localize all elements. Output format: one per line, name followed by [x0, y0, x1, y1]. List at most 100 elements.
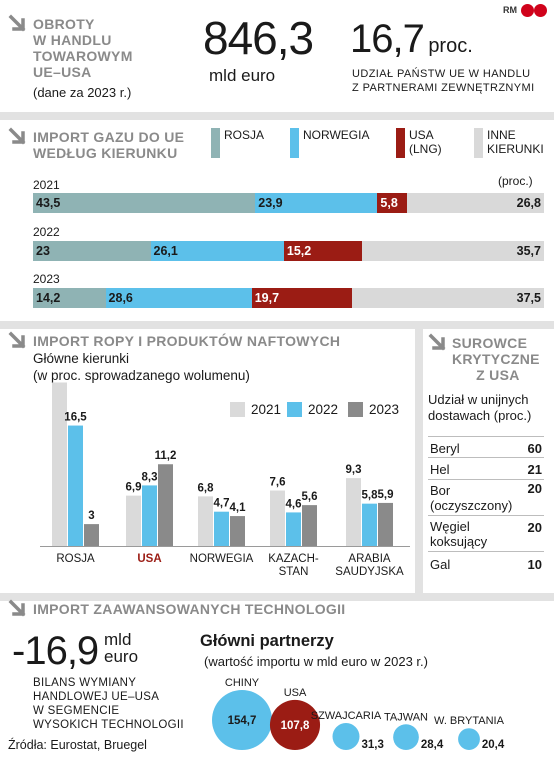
critical-title-line: KRYTYCZNE: [452, 351, 540, 367]
gas-year-label: 2022: [33, 225, 60, 239]
partners-subtitle: (wartość importu w mld euro w 2023 r.): [204, 654, 428, 669]
tech-value-unit-line: euro: [104, 647, 139, 666]
oil-bar-label: 6,8: [198, 482, 215, 494]
critical-value: 20: [527, 481, 542, 496]
critical-value: 21: [527, 462, 542, 477]
tech-caption-line: WYSOKICH TECHNOLOGII: [33, 719, 184, 731]
gas-bar-segment: [255, 193, 378, 213]
critical-row: Hel 21: [428, 458, 544, 480]
critical-value: 20: [527, 520, 542, 535]
trade-title-line: UE–USA: [33, 64, 92, 80]
critical-row: Beryl 60: [428, 436, 544, 458]
source: Źródła: Eurostat, Bruegel: [8, 738, 147, 752]
partner-name-label: TAJWAN: [384, 711, 428, 723]
oil-legend-swatch-2022: [287, 402, 302, 417]
gas-bar-label: 28,6: [108, 291, 133, 305]
gas-year-label: 2023: [33, 272, 60, 286]
oil-bar: [286, 512, 301, 546]
oil-bar-label: 11,2: [155, 450, 177, 462]
oil-bar-label: 5,8: [362, 490, 379, 502]
gas-bar-label: 23: [36, 244, 50, 258]
oil-bar-label: 5,6: [302, 491, 318, 503]
gas-bar-label: 35,7: [516, 244, 541, 258]
gas-bar-segment: [33, 241, 151, 261]
gas-year-label: 2021: [33, 178, 60, 192]
critical-name-line: Beryl: [430, 441, 460, 456]
oil-category-label: STAN: [279, 566, 309, 578]
partner-value-label: 31,3: [361, 739, 383, 751]
partner-bubble: [393, 724, 419, 750]
oil-subtitle-line: Główne kierunki: [33, 351, 130, 366]
tech-value-unit-line: mld: [104, 630, 132, 649]
separator: [0, 112, 554, 120]
gas-title-line: WEDŁUG KIERUNKU: [33, 145, 178, 161]
critical-row: Gal 10: [428, 552, 544, 576]
oil-bar-label: 5,9: [378, 489, 394, 501]
critical-value: 10: [527, 557, 542, 572]
tech-caption-line: HANDLOWEJ UE–USA: [33, 691, 160, 703]
legend-label-usa: USA (LNG): [409, 128, 442, 156]
gas-bar-label: 26,8: [516, 196, 541, 210]
trade-title-line: OBROTY: [33, 16, 95, 32]
oil-bar: [158, 464, 173, 546]
arrow-down-right-icon: [428, 333, 446, 351]
logo-cp-mark: [521, 4, 534, 17]
legend-label-line: INNE: [487, 128, 516, 142]
critical-name-line: Gal: [430, 557, 451, 572]
legend-label-rosja: ROSJA: [224, 128, 264, 142]
separator: [0, 321, 554, 329]
oil-bar-label: 9,3: [346, 464, 362, 476]
oil-bar: [302, 505, 317, 546]
oil-legend-label-2022: 2022: [308, 402, 339, 417]
critical-subtitle: Udział w unijnych dostawach (proc.): [428, 392, 531, 424]
tech-caption-line: W SEGMENCIE: [33, 705, 120, 717]
legend-swatch-inne: [474, 128, 483, 158]
oil-category-label: NORWEGIA: [190, 553, 254, 565]
gas-bar-label: 14,2: [36, 291, 61, 305]
logo-rm: RM: [503, 5, 517, 15]
tech-caption: BILANS WYMIANY HANDLOWEJ UE–USA W SEGMEN…: [33, 676, 184, 732]
critical-title-line: Z USA: [476, 367, 520, 383]
oil-bar-label: 4,7: [214, 498, 230, 510]
oil-category-label: KAZACH-: [268, 553, 319, 565]
gas-bar-label: 26,1: [153, 244, 178, 258]
oil-bar: [126, 495, 141, 546]
oil-category-label: ARABIA: [348, 553, 391, 565]
partner-name-label: USA: [284, 687, 307, 699]
oil-bar: [362, 503, 377, 546]
critical-row: Bor (oczyszczony) 20: [428, 480, 544, 516]
oil-legend-swatch-2021: [230, 402, 245, 417]
legend-swatch-rosja: [211, 128, 220, 158]
critical-name: Hel: [430, 462, 450, 477]
oil-subtitle: Główne kierunki (w proc. sprowadzanego w…: [33, 350, 250, 384]
critical-subtitle-line: dostawach (proc.): [428, 408, 532, 423]
critical-name: Węgiel koksujący: [430, 519, 487, 549]
critical-name-line: Hel: [430, 462, 450, 477]
critical-row: Węgiel koksujący 20: [428, 516, 544, 552]
gas-bar-segment: [33, 288, 106, 308]
gas-bar-segment: [377, 193, 408, 213]
gas-bar-segment: [283, 241, 362, 261]
legend-label-norwegia: NORWEGIA: [303, 128, 369, 142]
partner-value-label: 154,7: [228, 715, 257, 727]
critical-subtitle-line: Udział w unijnych: [428, 392, 529, 407]
partner-bubble: [269, 699, 321, 750]
partner-bubble: [458, 728, 480, 750]
critical-name-line: (oczyszczony): [430, 498, 513, 513]
gas-bar-label: 43,5: [36, 196, 61, 210]
critical-name-line: Bor: [430, 483, 451, 498]
share-caption: UDZIAŁ PAŃSTW UE W HANDLU Z PARTNERAMI Z…: [352, 67, 535, 95]
critical-name: Gal: [430, 557, 450, 572]
oil-bar-label: 4,1: [230, 502, 247, 514]
oil-legend: 2021 2022 2023: [230, 402, 415, 418]
arrow-down-right-icon: [8, 331, 26, 349]
trade-title: OBROTY W HANDLU TOWAROWYM UE–USA: [33, 16, 133, 80]
legend-swatch-usa: [396, 128, 405, 158]
share-caption-line: Z PARTNERAMI ZEWNĘTRZNYMI: [352, 82, 535, 94]
gas-bar-segment: [407, 193, 544, 213]
critical-name: Beryl: [430, 441, 460, 456]
legend-label-line: ROSJA: [224, 128, 265, 142]
oil-bar-label: 8,3: [142, 471, 158, 483]
oil-chart: 22,416,53ROSJA6,98,311,2USA6,84,74,1NORW…: [40, 380, 410, 578]
oil-bar: [84, 524, 99, 546]
